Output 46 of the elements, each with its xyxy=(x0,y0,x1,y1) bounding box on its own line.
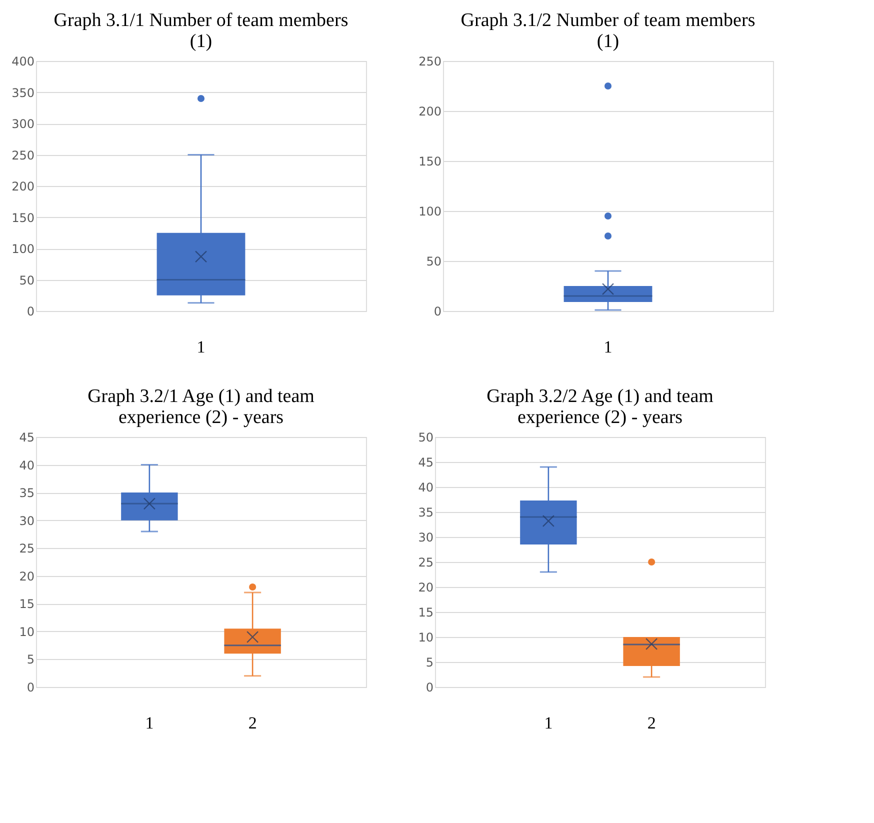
y-tick-label: 250 xyxy=(418,54,442,68)
y-tick-label: 200 xyxy=(418,104,442,118)
y-tick-label: 0 xyxy=(26,680,34,694)
y-tick-label: 35 xyxy=(418,506,434,520)
chart-title: Graph 3.1/2 Number of team members (1) xyxy=(460,10,756,52)
y-tick-label: 100 xyxy=(418,204,442,218)
y-tick-label: 50 xyxy=(426,254,442,268)
chart-title: Graph 3.1/1 Number of team members (1) xyxy=(54,10,348,52)
x-tick-label: 2 xyxy=(248,714,257,732)
y-tick-label: 45 xyxy=(418,456,434,470)
y-tick-label: 300 xyxy=(12,117,34,131)
y-tick-label: 100 xyxy=(12,242,34,256)
x-tick-label: 1 xyxy=(145,714,154,732)
y-tick-label: 250 xyxy=(12,148,34,162)
y-tick-label: 350 xyxy=(12,86,34,100)
y-tick-label: 35 xyxy=(19,486,34,500)
y-tick-label: 40 xyxy=(418,480,434,494)
y-tick-label: 200 xyxy=(12,180,34,194)
y-tick-label: 40 xyxy=(19,458,34,472)
y-tick-label: 15 xyxy=(19,597,34,612)
y-tick-label: 10 xyxy=(19,624,34,639)
y-tick-label: 20 xyxy=(19,569,34,584)
y-tick-label: 30 xyxy=(418,530,434,544)
chart-title: Graph 3.2/1 Age (1) and team experience (2) - years xyxy=(88,386,315,428)
y-tick-label: 30 xyxy=(19,514,34,528)
chart-title: Graph 3.2/2 Age (1) and team experience (2) - years xyxy=(486,386,714,428)
y-tick-label: 0 xyxy=(434,304,442,318)
y-tick-label: 0 xyxy=(26,304,34,318)
y-tick-label: 25 xyxy=(418,556,434,570)
y-tick-label: 5 xyxy=(26,652,34,667)
y-tick-label: 20 xyxy=(418,580,434,594)
y-tick-label: 50 xyxy=(19,273,34,288)
x-tick-label: 2 xyxy=(647,714,656,732)
y-tick-label: 10 xyxy=(418,630,434,644)
y-tick-label: 45 xyxy=(19,430,34,444)
x-tick-label: 1 xyxy=(544,714,553,732)
y-tick-label: 0 xyxy=(426,680,434,694)
x-tick-label: 1 xyxy=(196,338,206,356)
y-tick-label: 150 xyxy=(418,154,442,168)
y-tick-label: 25 xyxy=(19,542,34,556)
y-tick-label: 400 xyxy=(12,54,34,68)
x-tick-label: 1 xyxy=(604,338,612,356)
y-tick-label: 50 xyxy=(418,430,434,444)
y-tick-label: 5 xyxy=(426,656,434,670)
y-tick-label: 15 xyxy=(418,606,434,620)
y-tick-label: 150 xyxy=(12,210,34,225)
